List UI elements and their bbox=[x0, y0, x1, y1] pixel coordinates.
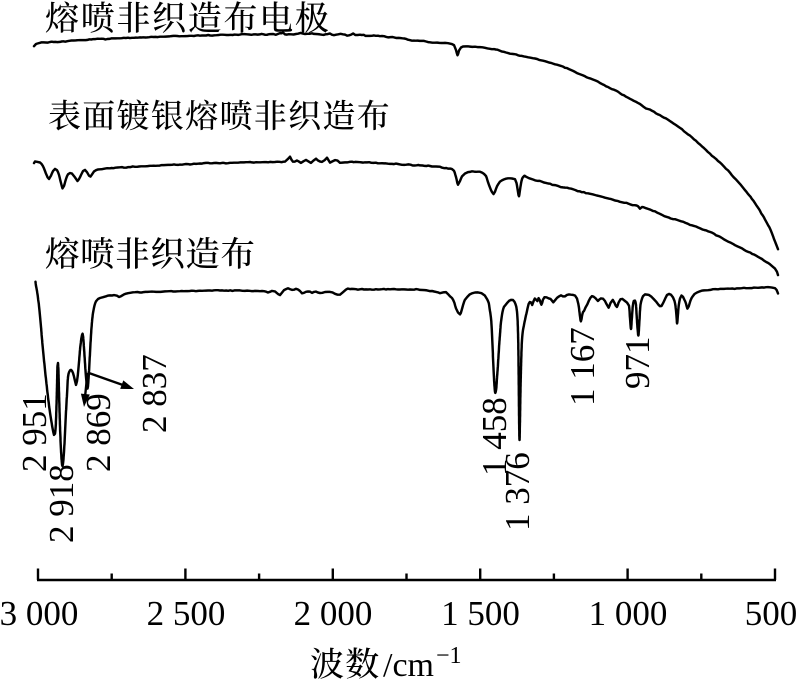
svg-text:500: 500 bbox=[745, 594, 798, 633]
svg-text:1 458: 1 458 bbox=[475, 397, 514, 476]
svg-text:971: 971 bbox=[618, 337, 657, 390]
svg-text:2 918: 2 918 bbox=[42, 464, 81, 543]
svg-text:1 000: 1 000 bbox=[589, 594, 668, 633]
svg-text:1 376: 1 376 bbox=[498, 452, 537, 531]
svg-text:2 500: 2 500 bbox=[147, 594, 226, 633]
svg-text:2 837: 2 837 bbox=[135, 354, 174, 433]
svg-text:2 869: 2 869 bbox=[79, 393, 118, 472]
svg-text:/cm: /cm bbox=[383, 647, 434, 684]
svg-text:3 000: 3 000 bbox=[0, 594, 78, 633]
svg-text:1 500: 1 500 bbox=[441, 594, 520, 633]
svg-text:1 167: 1 167 bbox=[563, 327, 602, 406]
svg-text:−1: −1 bbox=[436, 643, 462, 669]
svg-text:2 000: 2 000 bbox=[294, 594, 373, 633]
svg-text:2 951: 2 951 bbox=[15, 393, 54, 472]
